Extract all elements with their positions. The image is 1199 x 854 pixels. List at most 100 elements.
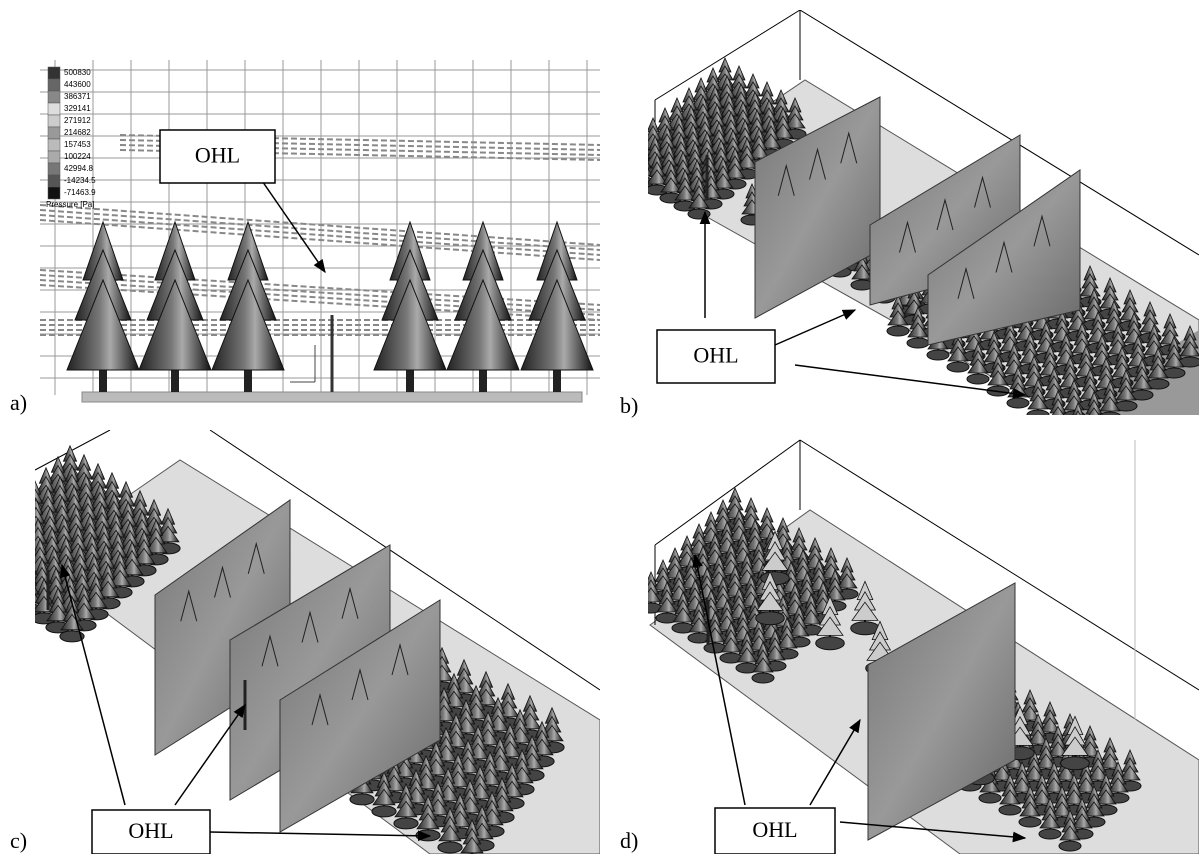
tree-base: [0, 586, 14, 597]
tree-base: [1083, 423, 1105, 433]
tree-cone: [623, 138, 635, 152]
tree-cone: [3, 530, 21, 545]
callout-text: OHL: [195, 143, 240, 168]
tree-base: [1061, 757, 1090, 770]
tree-cone: [15, 547, 37, 562]
tree-cone: [637, 146, 649, 160]
tree-cone: [619, 154, 639, 168]
tree-cone: [633, 136, 649, 150]
tree-cone: [5, 521, 18, 536]
tree-cone: [19, 530, 32, 545]
legend-swatch: [48, 151, 60, 163]
tree-cone: [13, 499, 31, 514]
panel-label: d): [620, 828, 638, 853]
callout-text: OHL: [752, 817, 797, 842]
tree-base: [394, 818, 418, 829]
tree-base: [947, 362, 969, 372]
tree-cone: [1068, 419, 1088, 433]
tree-cone: [3, 501, 16, 516]
legend-value: 271912: [64, 116, 91, 125]
callout-text: OHL: [693, 343, 738, 368]
panel-label: c): [10, 828, 27, 853]
tree-base: [1059, 841, 1081, 851]
tree-cone: [0, 512, 5, 527]
tree-base: [438, 842, 462, 853]
legend-swatch: [48, 187, 60, 199]
callout-arrow: [210, 832, 430, 836]
tree-cone: [7, 541, 20, 556]
tree-cone: [23, 570, 36, 585]
tree-cone: [5, 578, 27, 593]
legend-swatch: [48, 103, 60, 115]
ground-strip: [82, 392, 582, 402]
tree-cone: [0, 521, 7, 536]
tree-cone: [0, 529, 9, 544]
tree-base: [967, 374, 989, 384]
tree-cone: [19, 559, 37, 574]
tree-base: [10, 524, 34, 535]
tree-base: [688, 209, 710, 219]
legend-swatch: [48, 163, 60, 175]
tree-trunk: [406, 370, 414, 392]
tree-cone: [3, 558, 25, 573]
figure: 5008304436003863713291412719122146821574…: [0, 0, 1199, 854]
tree-base: [1067, 434, 1089, 444]
panel-c-image: [0, 430, 600, 854]
tree-cone: [0, 552, 9, 567]
tree-trunk: [99, 370, 107, 392]
tree-trunk: [171, 370, 179, 392]
tree-cone: [17, 510, 30, 525]
legend-value: 500830: [64, 68, 91, 77]
tree-base: [1027, 410, 1049, 420]
tree-base: [350, 794, 374, 805]
tree-cone: [0, 532, 7, 547]
tree-base: [1007, 398, 1029, 408]
tree-cone: [0, 569, 13, 584]
legend-value: 42994.8: [64, 164, 93, 173]
tree-cone: [0, 561, 11, 576]
tree-base: [12, 544, 36, 555]
tree-base: [0, 555, 24, 566]
legend-value: 214682: [64, 128, 91, 137]
tree-base: [14, 564, 38, 575]
tree-cone: [635, 128, 647, 142]
tree-base: [0, 546, 10, 557]
legend-swatch: [48, 127, 60, 139]
figure-canvas: 5008304436003863713291412719122146821574…: [0, 0, 1199, 854]
callout-arrow: [775, 310, 855, 345]
tree-cone: [621, 146, 637, 160]
legend-swatch: [48, 115, 60, 127]
tree-cone: [15, 490, 28, 505]
tree-base: [752, 673, 774, 683]
tree-cone: [11, 507, 33, 522]
tree-base: [1019, 817, 1041, 827]
tree-cone: [27, 479, 40, 494]
legend-value: 329141: [64, 104, 91, 113]
tree-cone: [0, 541, 9, 556]
legend-value: 157453: [64, 140, 91, 149]
legend-swatch: [48, 91, 60, 103]
legend-swatch: [48, 67, 60, 79]
tree-cone: [17, 539, 35, 554]
tree-base: [618, 169, 640, 179]
tree-base: [0, 566, 12, 577]
legend-swatch: [48, 139, 60, 151]
panel-a-image: 5008304436003863713291412719122146821574…: [40, 60, 600, 405]
tree-base: [1099, 412, 1121, 422]
tree-base: [2, 575, 26, 586]
tree-base: [372, 806, 396, 817]
tree-cone: [13, 527, 35, 542]
tree-base: [4, 595, 28, 606]
tree-base: [1039, 829, 1061, 839]
tree-base: [927, 350, 949, 360]
tree-base: [756, 612, 785, 625]
legend-title: Pressure [Pa]: [46, 200, 94, 209]
tree-base: [0, 535, 22, 546]
tree-trunk: [479, 370, 487, 392]
legend-value: -14234.5: [64, 176, 96, 185]
legend-value: 100224: [64, 152, 91, 161]
panel-d-image: [640, 440, 1199, 854]
legend-value: -71463.9: [64, 188, 96, 197]
tree-base: [816, 637, 845, 650]
tree-cone: [21, 550, 34, 565]
